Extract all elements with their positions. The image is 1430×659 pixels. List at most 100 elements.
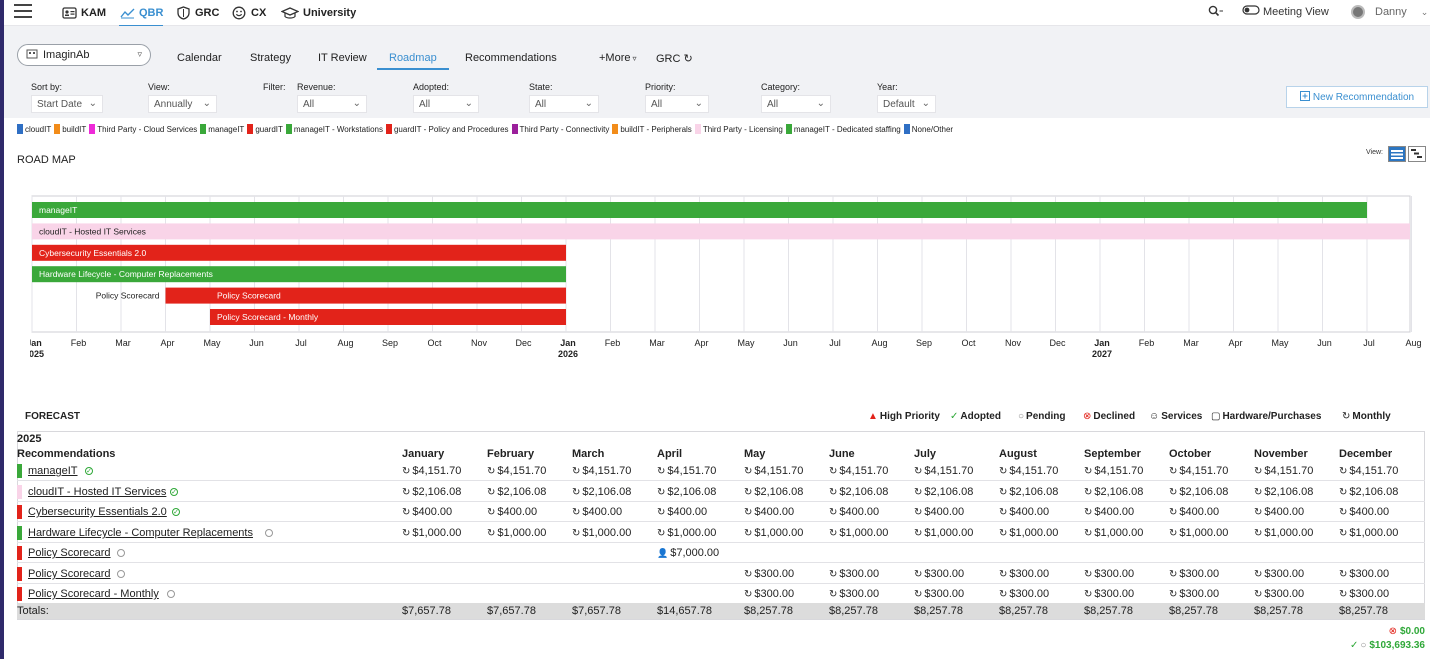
timeline-view-button[interactable] (1408, 146, 1426, 162)
recurring-icon: ↻ (999, 466, 1008, 477)
graduation-cap-icon (281, 6, 299, 20)
tab-it-review[interactable]: IT Review (318, 52, 367, 64)
recurring-icon: ↻ (657, 466, 666, 477)
forecast-cell: ↻ $4,151.70 (999, 465, 1058, 477)
revenue-select[interactable]: All ⌄ (297, 95, 367, 113)
gantt-view-button[interactable] (1388, 146, 1406, 162)
forecast-cell-value: $300.00 (839, 588, 880, 600)
forecast-cell: ↻ $4,151.70 (1254, 465, 1313, 477)
recurring-icon: ↻ (1254, 589, 1263, 600)
pending-status-icon (167, 590, 175, 598)
forecast-cell: ↻ $400.00 (487, 506, 537, 518)
declined-circle-icon: ⊗ (1388, 626, 1397, 637)
nav-cx[interactable]: CX (231, 5, 266, 21)
plus-square-icon (1299, 90, 1310, 104)
forecast-cell-value: $1,000.00 (1264, 527, 1314, 539)
state-select[interactable]: All ⌄ (529, 95, 599, 113)
recurring-icon: ↻ (914, 487, 923, 498)
category-color-bar (17, 485, 22, 499)
forecast-cell: ↻ $4,151.70 (487, 465, 546, 477)
recommendation-link[interactable]: Policy Scorecard - Monthly (28, 588, 159, 600)
pending-status-icon (117, 570, 125, 578)
recurring-icon: ↻ (1254, 528, 1263, 539)
recommendation-link[interactable]: Policy Scorecard (28, 568, 111, 580)
forecast-year: 2025 (17, 433, 42, 445)
nav-university[interactable]: University (281, 5, 356, 21)
gantt-year-tick: 2027 (1092, 349, 1112, 359)
forecast-cell-value: $2,106.08 (1179, 486, 1229, 498)
check-circle-icon: ✓ (950, 411, 959, 422)
forecast-cell-value: $300.00 (1179, 568, 1220, 580)
forecast-cell-value: $1,000.00 (582, 527, 632, 539)
month-header: May (744, 448, 766, 460)
priority-select[interactable]: All ⌄ (645, 95, 709, 113)
legend-item: manageIT - Workstations (285, 124, 383, 134)
recurring-icon: ↻ (402, 507, 411, 518)
forecast-cell: ↻ $300.00 (914, 588, 964, 600)
gantt-bar-label: manageIT (39, 205, 77, 215)
recurring-icon: ↻ (744, 507, 753, 518)
recommendation-link[interactable]: manageIT (28, 465, 78, 477)
forecast-cell: ↻ $2,106.08 (999, 486, 1058, 498)
sort-by-select[interactable]: Start Date ⌄ (31, 95, 103, 113)
recommendation-link[interactable]: Cybersecurity Essentials 2.0 (28, 506, 167, 518)
tab-calendar[interactable]: Calendar (177, 52, 222, 64)
gantt-month-tick: Nov (1005, 338, 1022, 348)
recurring-icon: ↻ (572, 507, 581, 518)
recurring-icon: ↻ (1084, 528, 1093, 539)
legend-swatch (54, 124, 61, 134)
gantt-month-tick: Jan (1094, 338, 1110, 348)
forecast-cell: ↻ $2,106.08 (1169, 486, 1228, 498)
state-value: All (535, 98, 547, 110)
box-icon: ▢ (1211, 411, 1221, 422)
search-button[interactable] (1208, 5, 1224, 20)
forecast-cell: ↻ $1,000.00 (744, 527, 803, 539)
nav-qbr[interactable]: QBR (119, 5, 164, 27)
view-label: View: (148, 82, 170, 92)
meeting-view-toggle[interactable]: Meeting View (1242, 5, 1329, 18)
recurring-icon: ↻ (1339, 487, 1348, 498)
tab-strategy[interactable]: Strategy (250, 52, 291, 64)
tab-roadmap[interactable]: Roadmap (377, 52, 449, 70)
user-menu[interactable]: Danny ⌄ (1351, 5, 1428, 19)
forecast-cell: ↻ $400.00 (829, 506, 879, 518)
year-label: Year: (877, 82, 898, 92)
legend-hardware-label: Hardware/Purchases (1222, 411, 1322, 422)
gantt-bar (165, 287, 210, 304)
recurring-icon: ↻ (1254, 507, 1263, 518)
forecast-cell: ↻ $400.00 (914, 506, 964, 518)
year-select[interactable]: Default ⌄ (877, 95, 936, 113)
recurring-icon: ↻ (487, 528, 496, 539)
category-select[interactable]: All ⌄ (761, 95, 831, 113)
gantt-bar (32, 223, 1410, 240)
legend-swatch (17, 124, 23, 134)
forecast-cell-value: $300.00 (754, 568, 795, 580)
adopted-label: Adopted: (413, 82, 450, 92)
legend-label: Third Party - Cloud Services (97, 124, 198, 134)
recommendation-link[interactable]: cloudIT - Hosted IT Services (28, 486, 167, 498)
adopted-select[interactable]: All ⌄ (413, 95, 479, 113)
month-header: February (487, 448, 535, 460)
priority-value: All (651, 98, 663, 110)
hamburger-menu-icon[interactable] (14, 4, 32, 18)
nav-kam[interactable]: KAM (61, 5, 106, 21)
forecast-cell-value: $1,000.00 (497, 527, 547, 539)
recurring-icon: ↻ (1169, 528, 1178, 539)
roadmap-gantt-chart: Jan Feb Mar Apr May Jun Jul Aug Sep Oct Nov Dec Jan F… (30, 195, 1422, 359)
legend-label: cloudIT (25, 124, 52, 134)
forecast-cell-value: $300.00 (754, 588, 795, 600)
client-select[interactable]: ImaginAb ▿ (17, 44, 151, 66)
pending-status-icon (117, 549, 125, 557)
high-priority-icon: ▲ (868, 411, 878, 422)
recurring-icon: ↻ (829, 569, 838, 580)
tab-grc[interactable]: GRC ↻ (656, 52, 693, 65)
recommendation-link[interactable]: Hardware Lifecycle - Computer Replacemen… (28, 527, 253, 539)
forecast-cell-value: $2,106.08 (754, 486, 804, 498)
view-select[interactable]: Annually ⌄ (148, 95, 217, 113)
gantt-month-tick: Mar (649, 338, 665, 348)
new-recommendation-button[interactable]: New Recommendation (1286, 86, 1428, 108)
tab-more[interactable]: +More ▿ (599, 52, 637, 64)
recommendation-link[interactable]: Policy Scorecard (28, 547, 111, 559)
nav-grc[interactable]: GRC (175, 5, 219, 21)
tab-recommendations[interactable]: Recommendations (465, 52, 557, 64)
